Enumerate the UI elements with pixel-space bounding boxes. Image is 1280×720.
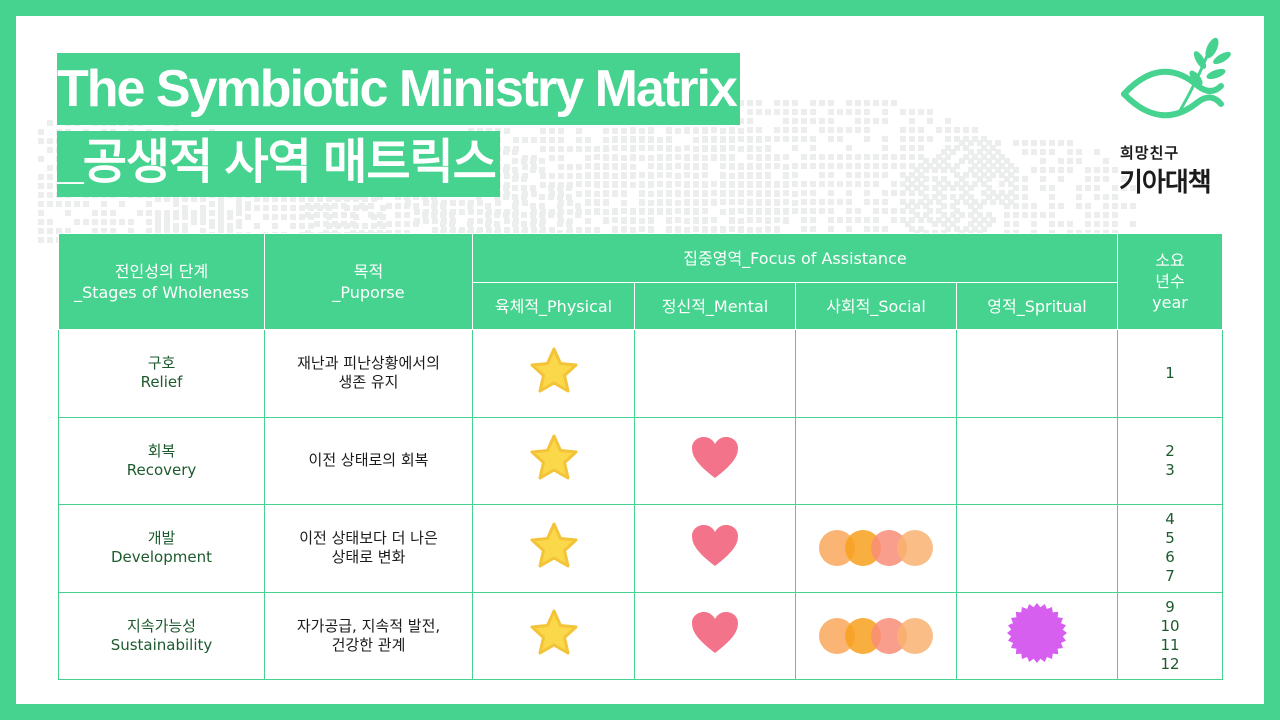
purpose-cell-line: 생존 유지 <box>338 373 399 392</box>
purpose-cell: 재난과 피난상황에서의 생존 유지 <box>264 329 473 418</box>
ministry-matrix-table: 전인성의 단계 _Stages of Wholeness 목적 _Puporse… <box>58 233 1223 680</box>
purpose-cell: 이전 상태보다 더 나은 상태로 변화 <box>264 504 473 593</box>
logo-subtitle: 희망친구 <box>1120 144 1180 162</box>
physical-cell <box>472 416 635 505</box>
header-purpose: 목적 _Puporse <box>264 233 473 330</box>
purpose-cell-line: 건강한 관계 <box>331 635 406 654</box>
year-value: 4 <box>1165 510 1175 529</box>
heart-icon <box>692 437 738 479</box>
slide: The Symbiotic Ministry Matrix _공생적 사역 매트… <box>16 16 1264 704</box>
header-spiritual: 영적_Spritual <box>956 282 1118 330</box>
header-mental: 정신적_Mental <box>634 282 796 330</box>
purpose-cell: 이전 상태로의 회복 <box>264 416 473 505</box>
header-years-line3: year <box>1152 293 1188 312</box>
year-value: 3 <box>1165 460 1175 479</box>
header-stages: 전인성의 단계 _Stages of Wholeness <box>58 233 265 330</box>
seal-icon <box>1007 603 1067 664</box>
header-years: 소요 년수 year <box>1117 233 1223 330</box>
header-focus-group: 집중영역_Focus of Assistance <box>472 233 1118 283</box>
title-line-korean: _공생적 사역 매트릭스 <box>57 131 500 197</box>
physical-cell <box>472 329 635 418</box>
spiritual-cell <box>956 329 1118 418</box>
organization-logo: 희망친구 기아대책 <box>1116 34 1236 198</box>
stage-cell-line: 개발 <box>147 529 176 548</box>
header-purpose-en: _Puporse <box>332 282 405 302</box>
stage-cell: 지속가능성 Sustainability <box>58 591 265 680</box>
purpose-cell-line: 상태로 변화 <box>331 548 406 567</box>
header-years-line1: 소요 <box>1155 251 1185 270</box>
stage-cell: 회복 Recovery <box>58 416 265 505</box>
mental-cell <box>634 591 796 680</box>
mental-cell <box>634 504 796 593</box>
star-icon <box>530 434 577 480</box>
star-icon <box>530 347 577 393</box>
stage-cell: 개발 Development <box>58 504 265 593</box>
logo-title: 기아대책 <box>1119 168 1212 198</box>
heart-icon <box>692 612 738 654</box>
mental-cell <box>634 416 796 505</box>
year-value: 11 <box>1160 635 1180 654</box>
purpose-cell-line: 재난과 피난상황에서의 <box>297 354 440 373</box>
header-physical: 육체적_Physical <box>472 282 635 330</box>
star-icon <box>530 522 577 568</box>
circles-icon <box>796 530 956 567</box>
spiritual-cell <box>956 504 1118 593</box>
purpose-cell-line: 이전 상태로의 회복 <box>308 451 429 470</box>
spiritual-cell <box>956 591 1118 680</box>
social-cell <box>795 591 957 680</box>
mental-cell <box>634 329 796 418</box>
year-value: 5 <box>1165 529 1175 548</box>
social-cell <box>795 329 957 418</box>
purpose-cell-line: 이전 상태보다 더 나은 <box>299 529 438 548</box>
stage-cell-line: 회복 <box>147 441 176 460</box>
heart-icon <box>692 524 738 566</box>
year-value: 2 <box>1165 441 1175 460</box>
stage-cell-line: Relief <box>140 373 183 392</box>
purpose-cell-line: 자가공급, 지속적 발전, <box>296 616 441 635</box>
purpose-cell: 자가공급, 지속적 발전, 건강한 관계 <box>264 591 473 680</box>
stage-cell-line: Sustainability <box>110 635 213 654</box>
years-cell: 1 <box>1117 329 1223 418</box>
table-row: 구호 Relief 재난과 피난상황에서의 생존 유지 1 <box>58 329 1223 418</box>
years-cell: 9 10 11 12 <box>1117 591 1223 680</box>
year-value: 6 <box>1165 548 1175 567</box>
year-value: 1 <box>1165 363 1175 382</box>
circles-icon <box>796 617 956 654</box>
year-value: 12 <box>1160 654 1180 673</box>
header-social: 사회적_Social <box>795 282 957 330</box>
year-value: 7 <box>1165 567 1175 586</box>
stage-cell-line: 구호 <box>147 354 176 373</box>
star-icon <box>530 609 577 655</box>
header-years-line2: 년수 <box>1155 272 1185 291</box>
year-value: 10 <box>1160 616 1180 635</box>
fish-sprout-icon <box>1121 37 1231 119</box>
header-stages-ko: 전인성의 단계 <box>114 261 209 281</box>
header-purpose-ko: 목적 <box>353 261 384 281</box>
spiritual-cell <box>956 416 1118 505</box>
year-value: 9 <box>1165 597 1175 616</box>
title-line-english: The Symbiotic Ministry Matrix <box>57 53 740 125</box>
stage-cell: 구호 Relief <box>58 329 265 418</box>
header-stages-en: _Stages of Wholeness <box>74 282 249 302</box>
matrix-body: 구호 Relief 재난과 피난상황에서의 생존 유지 1 회복 Recovery 이전 상… <box>58 329 1223 680</box>
title-block: The Symbiotic Ministry Matrix _공생적 사역 매트… <box>57 53 740 197</box>
social-cell <box>795 504 957 593</box>
social-cell <box>795 416 957 505</box>
stage-cell-line: Recovery <box>126 460 197 479</box>
physical-cell <box>472 591 635 680</box>
stage-cell-line: Development <box>111 548 212 567</box>
stage-cell-line: 지속가능성 <box>126 616 196 635</box>
physical-cell <box>472 504 635 593</box>
table-row: 지속가능성 Sustainability 자가공급, 지속적 발전, 건강한 관계 9… <box>58 591 1223 680</box>
